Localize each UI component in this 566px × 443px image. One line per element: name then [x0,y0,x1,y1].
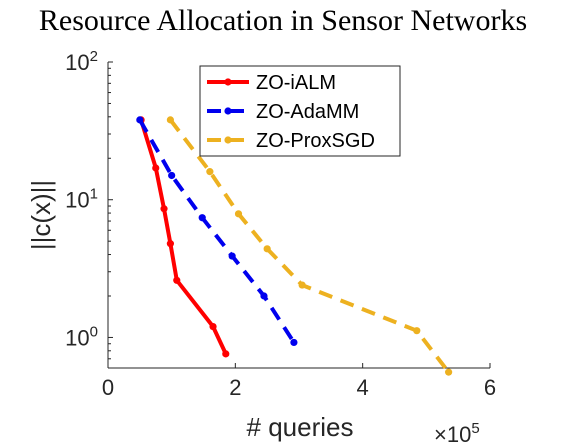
x-axis-exponent: ×105 [434,420,480,443]
data-point [166,240,174,248]
data-point [445,368,453,376]
legend: ZO-iALM ZO-AdaMM ZO-ProxSGD [199,65,401,157]
x-tick-label: 0 [102,375,114,400]
legend-label: ZO-AdaMM [256,101,359,123]
data-point [298,281,306,289]
y-axis-label: ||c(x)|| [26,180,56,250]
chart-title: Resource Allocation in Sensor Networks [39,4,527,37]
data-point [290,338,298,347]
legend-marker [224,107,232,115]
x-exponent-power: 5 [471,420,479,437]
data-point [206,168,214,176]
data-point [222,350,230,358]
series-line-zo-adamm [138,118,296,344]
legend-label: ZO-ProxSGD [256,130,375,152]
legend-label: ZO-iALM [256,72,336,94]
y-tick-base: 10 [65,50,89,75]
data-point [136,116,144,124]
data-point [234,210,243,218]
x-exponent-base: ×10 [434,422,471,443]
y-tick-exponent: 1 [90,186,98,203]
series-line-zo-proxsgd [168,118,451,374]
x-axis-ticks: 0 2 4 6 [102,363,496,400]
y-tick-label: 102 [65,48,98,75]
data-point [260,292,268,300]
x-tick-label: 2 [229,375,241,400]
x-tick-label: 4 [357,375,369,400]
data-point [413,327,421,335]
data-point [263,245,271,253]
y-tick-label: 101 [65,186,98,213]
data-point [168,171,176,180]
data-point [228,252,236,260]
y-tick-base: 10 [65,325,89,350]
data-point [160,205,168,213]
data-point [198,214,206,222]
y-tick-base: 10 [65,188,89,213]
data-point [209,322,217,331]
legend-marker [224,78,232,86]
series-layer [136,116,453,376]
data-point [166,116,174,124]
data-point [152,164,160,172]
legend-marker [224,136,232,144]
x-axis-label: # queries [247,412,354,442]
plot-area [107,62,490,369]
y-tick-label: 100 [65,323,98,350]
data-point [173,276,181,284]
x-tick-label: 6 [484,375,496,400]
y-tick-exponent: 2 [90,48,98,65]
y-tick-exponent: 0 [90,323,98,340]
